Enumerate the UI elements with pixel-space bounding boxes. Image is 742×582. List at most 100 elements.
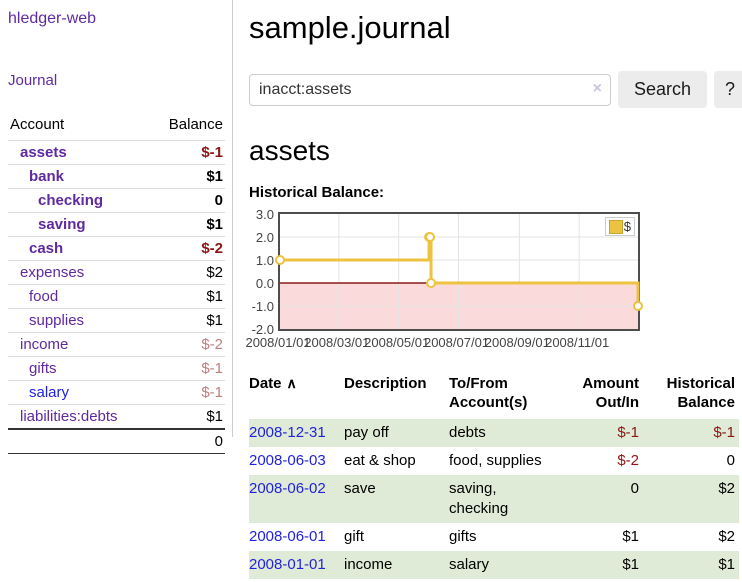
amount-cell: 0 bbox=[630, 480, 639, 497]
account-link[interactable]: supplies bbox=[29, 312, 85, 329]
accounts-table: Account Balance assets $-1 bank $1 checking 0… bbox=[8, 114, 225, 454]
account-balance: $-2 bbox=[201, 336, 223, 353]
sort-asc-icon: ∧ bbox=[286, 375, 297, 391]
description-cell: income bbox=[344, 556, 393, 573]
search-form: × Search ? bbox=[249, 71, 742, 108]
account-balance: $-1 bbox=[201, 384, 223, 401]
data-point-marker bbox=[426, 278, 437, 288]
date-cell: 2008-06-02 bbox=[249, 475, 344, 523]
table-row: 2008-12-31 pay off debts $-1 $-1 bbox=[249, 419, 739, 447]
accounts-header-account: Account bbox=[10, 116, 65, 133]
accounts-cell: salary bbox=[449, 556, 490, 573]
plot-area[interactable]: $ 3.0 2.0 1.0 0.0 -1.0 -2.0 bbox=[252, 207, 643, 337]
x-tick-label: 2008/07/01 bbox=[423, 335, 490, 350]
account-row: expenses $2 bbox=[8, 260, 225, 284]
account-row: liabilities:debts $1 bbox=[8, 404, 225, 428]
account-link[interactable]: income bbox=[20, 336, 69, 353]
account-balance: $-1 bbox=[201, 360, 223, 377]
table-row: 2008-06-02 save saving, checking 0 $2 bbox=[249, 475, 739, 523]
account-link[interactable]: cash bbox=[29, 240, 64, 257]
table-row: 2008-06-03 eat & shop food, supplies $-2 0 bbox=[249, 447, 739, 475]
chart-legend: $ bbox=[604, 217, 635, 236]
main-content: sample.journal × Search ? assets Histori… bbox=[233, 0, 742, 579]
date-cell: 2008-12-31 bbox=[249, 419, 344, 447]
search-input-wrap: × bbox=[249, 73, 611, 106]
amount-cell: $-1 bbox=[617, 424, 639, 441]
account-balance: 0 bbox=[214, 192, 223, 209]
column-header-description: Description bbox=[344, 375, 427, 392]
page-title: sample.journal bbox=[249, 10, 451, 45]
account-link[interactable]: bank bbox=[29, 168, 65, 185]
balance-cell: $2 bbox=[718, 528, 735, 545]
amount-cell: $-2 bbox=[617, 452, 639, 469]
account-row: cash $-2 bbox=[8, 236, 225, 260]
x-tick-label: 2008/01/01 bbox=[245, 335, 311, 350]
date-link[interactable]: 2008-06-03 bbox=[249, 452, 326, 469]
y-tick-label: 2.0 bbox=[255, 230, 274, 245]
y-tick-label: 0.0 bbox=[255, 276, 274, 291]
account-row: salary $-1 bbox=[8, 380, 225, 404]
nav-journal-link[interactable]: Journal bbox=[8, 72, 58, 89]
date-link[interactable]: 2008-12-31 bbox=[249, 424, 326, 441]
account-row: checking 0 bbox=[8, 188, 225, 212]
account-balance: $-1 bbox=[201, 144, 223, 161]
account-link[interactable]: food bbox=[29, 288, 59, 305]
account-link[interactable]: expenses bbox=[20, 264, 85, 281]
balance-cell: $-1 bbox=[713, 424, 735, 441]
account-balance: $1 bbox=[206, 216, 223, 233]
account-heading: assets bbox=[249, 135, 330, 166]
account-balance: $-2 bbox=[201, 240, 223, 257]
balance-chart: $ 3.0 2.0 1.0 0.0 -1.0 -2.0 2008/01/01 2008/03… bbox=[245, 207, 742, 353]
account-row: bank $1 bbox=[8, 164, 225, 188]
register-header-row: Date ∧ Description To/From Account(s) Amount… bbox=[249, 370, 739, 419]
app-brand-link[interactable]: hledger-web bbox=[8, 10, 97, 27]
date-link[interactable]: 2008-01-01 bbox=[249, 556, 326, 573]
x-tick-label: 2008/03/01 bbox=[304, 335, 370, 350]
account-balance: $2 bbox=[206, 264, 223, 281]
chart-title: Historical Balance: bbox=[249, 184, 385, 201]
account-link[interactable]: checking bbox=[38, 192, 104, 209]
description-cell: save bbox=[344, 480, 376, 497]
clear-search-icon[interactable]: × bbox=[592, 79, 602, 97]
description-cell: gift bbox=[344, 528, 365, 545]
account-balance: $1 bbox=[206, 312, 223, 329]
account-row: income $-2 bbox=[8, 332, 225, 356]
account-balance: $1 bbox=[206, 408, 223, 425]
accounts-cell: saving, checking bbox=[449, 480, 509, 517]
accounts-table-header: Account Balance bbox=[8, 114, 225, 140]
account-row: saving $1 bbox=[8, 212, 225, 236]
account-balance: $1 bbox=[206, 288, 223, 305]
accounts-cell: food, supplies bbox=[449, 452, 542, 469]
column-header-date[interactable]: Date ∧ bbox=[249, 375, 297, 392]
accounts-header-balance: Balance bbox=[168, 116, 223, 133]
account-link[interactable]: saving bbox=[38, 216, 86, 233]
account-link[interactable]: assets bbox=[20, 144, 67, 161]
y-tick-label: -2.0 bbox=[251, 322, 274, 337]
search-button[interactable]: Search bbox=[618, 71, 708, 108]
description-cell: pay off bbox=[344, 424, 389, 441]
column-header-amount: Amount Out/In bbox=[582, 375, 639, 411]
y-tick-label: -1.0 bbox=[251, 299, 274, 314]
help-button[interactable]: ? bbox=[714, 71, 742, 108]
account-link[interactable]: salary bbox=[29, 384, 70, 401]
date-link[interactable]: 2008-06-02 bbox=[249, 480, 326, 497]
balance-cell: $1 bbox=[718, 556, 735, 573]
x-tick-label: 2008/09/01 bbox=[484, 335, 550, 350]
search-input[interactable] bbox=[249, 73, 611, 106]
amount-cell: $1 bbox=[622, 556, 639, 573]
account-link[interactable]: liabilities:debts bbox=[20, 408, 118, 425]
sidebar: hledger-web Journal Account Balance asse… bbox=[0, 0, 233, 454]
amount-cell: $1 bbox=[622, 528, 639, 545]
description-cell: eat & shop bbox=[344, 452, 416, 469]
table-row: 2008-06-01 gift gifts $1 $2 bbox=[249, 523, 739, 551]
account-link[interactable]: gifts bbox=[29, 360, 57, 377]
account-row: assets $-1 bbox=[8, 140, 225, 164]
x-tick-label: 2008/05/01 bbox=[364, 335, 430, 350]
accounts-cell: debts bbox=[449, 424, 486, 441]
date-cell: 2008-06-01 bbox=[249, 523, 344, 551]
account-balance: $1 bbox=[206, 168, 223, 185]
account-row: supplies $1 bbox=[8, 308, 225, 332]
column-header-balance: Historical Balance bbox=[666, 375, 735, 411]
accounts-total-value: 0 bbox=[214, 433, 223, 450]
date-link[interactable]: 2008-06-01 bbox=[249, 528, 326, 545]
